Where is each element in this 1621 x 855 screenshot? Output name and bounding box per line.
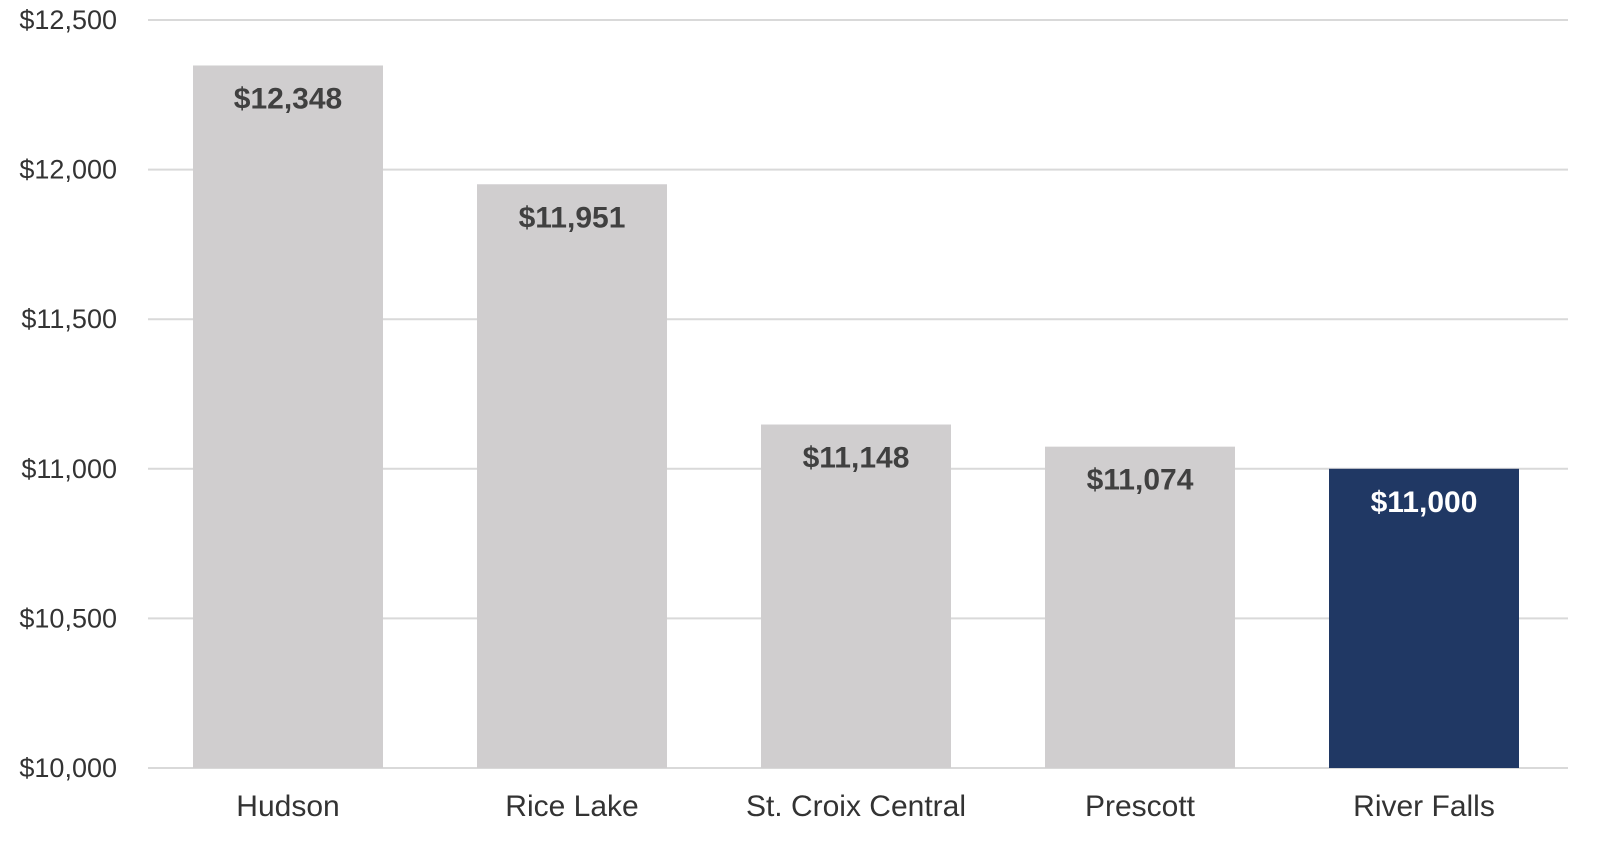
x-tick-label: St. Croix Central (746, 790, 966, 823)
x-tick-label: Hudson (236, 790, 339, 823)
bar (1045, 446, 1235, 768)
bar (1329, 468, 1519, 768)
y-tick-label: $11,000 (21, 454, 117, 484)
y-tick-label: $12,000 (19, 155, 117, 185)
bar (761, 424, 951, 768)
data-labels: $12,348 $11,951 $11,148 $11,074 $11,000 (234, 82, 1478, 518)
y-tick-label: $10,000 (19, 753, 117, 783)
x-tick-label: Prescott (1085, 790, 1196, 823)
data-label: $11,074 (1087, 464, 1194, 497)
data-label: $11,000 (1371, 486, 1478, 519)
bar (477, 184, 667, 768)
y-tick-label: $12,500 (19, 5, 117, 35)
bars (193, 65, 1519, 769)
y-axis-ticks: $10,000 $10,500 $11,000 $11,500 $12,000 $12,5… (19, 5, 117, 783)
bar (193, 65, 383, 769)
data-label: $12,348 (234, 82, 342, 115)
x-tick-label: Rice Lake (505, 790, 638, 823)
data-label: $11,951 (519, 201, 626, 234)
x-axis-ticks: Hudson Rice Lake St. Croix Central Prescott… (236, 790, 1495, 823)
y-tick-label: $10,500 (19, 603, 117, 633)
data-label: $11,148 (803, 442, 910, 475)
y-tick-label: $11,500 (21, 304, 117, 334)
x-tick-label: River Falls (1353, 790, 1495, 823)
